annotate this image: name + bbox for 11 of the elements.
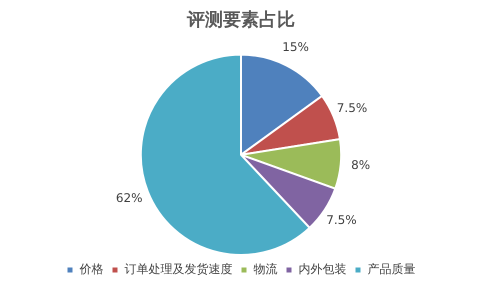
data-label: 15% — [282, 40, 309, 54]
legend-label: 订单处理及发货速度 — [124, 262, 232, 276]
data-label: 7.5% — [326, 212, 357, 227]
legend-label: 内外包装 — [298, 262, 346, 276]
legend-label: 价格 — [78, 262, 104, 276]
data-label: 8% — [351, 158, 370, 172]
data-label: 62% — [116, 191, 143, 206]
chart-title: 评测要素占比 — [186, 9, 295, 30]
data-label: 7.5% — [336, 100, 368, 115]
legend-label: 产品质量 — [368, 262, 416, 276]
legend-label: 物流 — [254, 262, 278, 276]
